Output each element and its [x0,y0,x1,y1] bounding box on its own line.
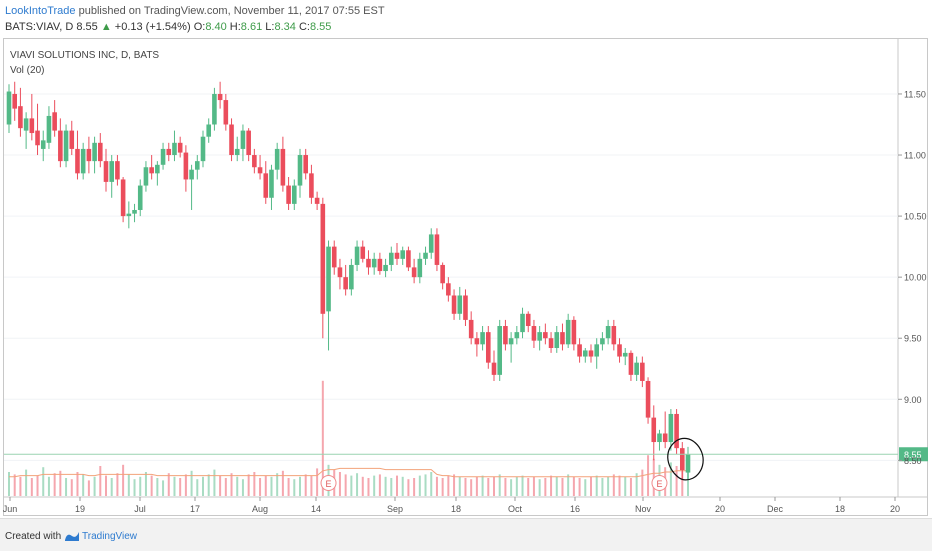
last-price: 8.55 [76,21,98,33]
open-label: O: [193,21,206,33]
volume-indicator-label: Vol (20) [10,65,45,76]
published-text: published on TradingView.com, November 1… [78,5,385,17]
high-value: 8.61 [240,21,263,33]
footer-bar: Created with TradingView [0,518,932,551]
publication-line: LookIntoTrade published on TradingView.c… [5,5,385,17]
price-change: +0.13 (+1.54%) [114,21,191,33]
symbol-label: BATS:VIAV, D [5,21,74,33]
author-link[interactable]: LookIntoTrade [5,5,76,17]
close-value: 8.55 [309,21,332,33]
quote-line: BATS:VIAV, D 8.55 ▲ +0.13 (+1.54%) O:8.4… [5,21,331,33]
chart-frame [3,38,928,516]
high-label: H: [229,21,241,33]
created-with-label: Created with [5,531,62,542]
chart-title: VIAVI SOLUTIONS INC, D, BATS [10,50,160,61]
low-label: L: [265,21,275,33]
close-label: C: [298,21,310,33]
low-value: 8.34 [274,21,296,33]
tradingview-link[interactable]: TradingView [82,531,138,542]
tradingview-logo-icon [64,529,80,547]
open-value: 8.40 [205,21,227,33]
triangle-up-icon: ▲ [100,21,112,33]
